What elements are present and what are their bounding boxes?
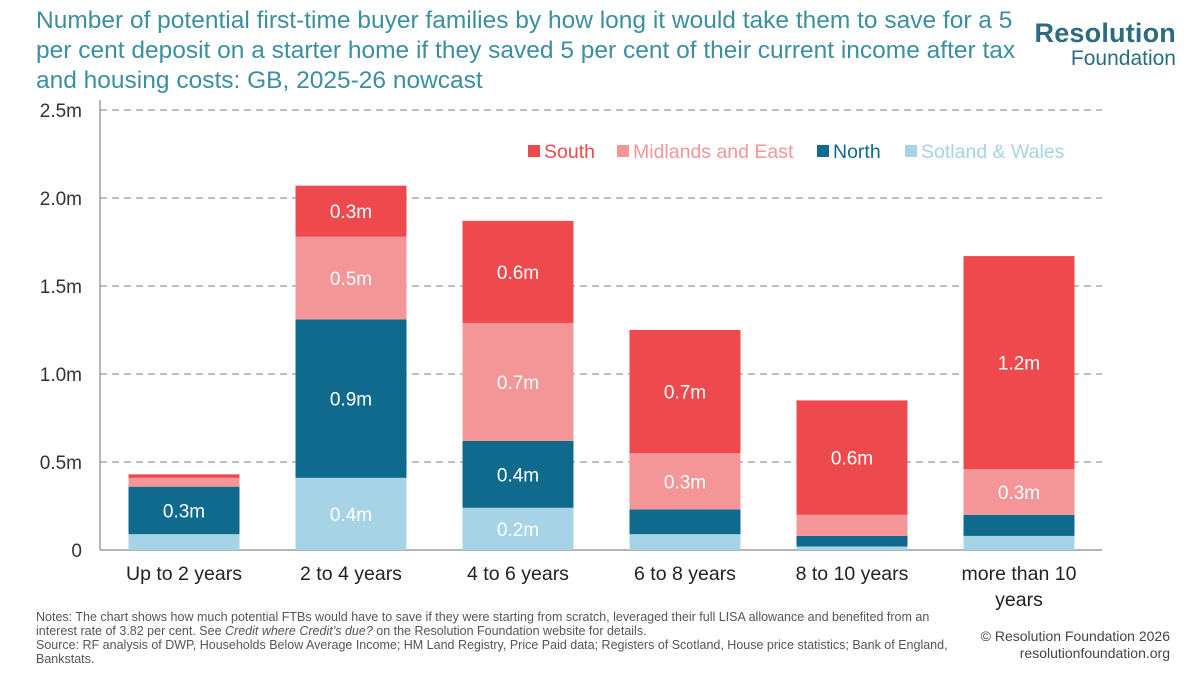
y-tick-label: 0 <box>71 541 82 562</box>
notes-line-2-pre: interest rate of 3.82 per cent. See <box>36 624 226 638</box>
stacked-bar-chart: 0 0.5m 1.0m 1.5m 2.0m 2.5m 0.3m Up to 2 years 0.… <box>40 100 1102 610</box>
data-label: 0.2m <box>497 520 539 541</box>
bar-segment <box>295 477 407 550</box>
y-tick-label: 2.0m <box>40 189 82 210</box>
resolution-foundation-logo: Resolution Foundation <box>1034 18 1177 70</box>
bar-segment <box>629 509 741 535</box>
legend-label: Midlands and East <box>633 141 794 163</box>
bar-segment <box>796 400 908 515</box>
logo-line-2: Foundation <box>1070 47 1176 70</box>
copyright-line: © Resolution Foundation 2026 <box>980 628 1170 644</box>
bar-segment <box>462 440 574 508</box>
bar-segment <box>128 477 240 487</box>
bar-segment <box>963 514 1075 536</box>
legend-label: South <box>544 141 595 163</box>
x-tick-label: 4 to 6 years <box>467 563 569 585</box>
bar-segment <box>796 546 908 550</box>
x-tick-label: 2 to 4 years <box>300 563 402 585</box>
bar-segment <box>128 486 240 535</box>
bar-segment <box>963 256 1075 470</box>
legend-swatch <box>905 145 917 157</box>
y-tick-label: 1.5m <box>40 277 82 298</box>
bar-segment <box>629 330 741 454</box>
data-label: 0.7m <box>497 373 539 394</box>
data-label: 0.9m <box>330 390 372 411</box>
bar-segment <box>295 319 407 478</box>
data-label: 0.4m <box>497 465 539 486</box>
bar-segment <box>462 220 574 323</box>
bar-segment <box>295 236 407 320</box>
bar-segment <box>629 534 741 550</box>
bar-segment <box>796 535 908 547</box>
bar-segment <box>462 507 574 550</box>
y-tick-label: 2.5m <box>40 101 82 122</box>
bar-segment <box>128 534 240 550</box>
bar-segment <box>295 185 407 237</box>
y-tick-label: 1.0m <box>40 365 82 386</box>
legend-label: Sotland & Wales <box>921 141 1065 163</box>
bar-segment <box>796 514 908 536</box>
x-tick-label: more than 10 <box>962 563 1077 585</box>
data-label: 0.5m <box>330 269 372 290</box>
x-tick-label: years <box>995 589 1043 610</box>
chart-notes: Notes: The chart shows how much potentia… <box>36 610 956 666</box>
bar-segment <box>963 469 1075 515</box>
bar-segment <box>629 453 741 510</box>
legend-swatch <box>528 145 540 157</box>
data-label: 0.6m <box>497 263 539 284</box>
legend-swatch <box>617 145 629 157</box>
y-tick-label: 0.5m <box>40 453 82 474</box>
data-label: 0.4m <box>330 505 372 526</box>
data-label: 0.7m <box>664 383 706 404</box>
legend-label: North <box>833 141 881 163</box>
x-tick-label: 8 to 10 years <box>796 563 909 585</box>
source-line-2: Bankstats. <box>36 652 95 666</box>
legend-swatch <box>817 145 829 157</box>
data-label: 0.3m <box>330 202 372 223</box>
bar-segment <box>963 535 1075 550</box>
copyright: © Resolution Foundation 2026 resolutionf… <box>981 628 1170 662</box>
bar-segment <box>462 322 574 441</box>
data-label: 0.6m <box>831 449 873 470</box>
source-line-1: Source: RF analysis of DWP, Households B… <box>36 638 948 652</box>
notes-line-1: Notes: The chart shows how much potentia… <box>36 610 930 624</box>
notes-report-title: Credit where Credit’s due? <box>225 624 373 638</box>
logo-line-1: Resolution <box>1034 18 1176 48</box>
notes-line-2: interest rate of 3.82 per cent. See Cred… <box>36 624 956 638</box>
notes-line-2-post: on the Resolution Foundation website for… <box>372 624 647 638</box>
chart-title: Number of potential first-time buyer fam… <box>36 7 1016 94</box>
website-line: resolutionfoundation.org <box>1019 645 1170 661</box>
data-label: 1.2m <box>998 354 1040 375</box>
x-tick-label: 6 to 8 years <box>634 563 736 585</box>
data-label: 0.3m <box>998 483 1040 504</box>
data-label: 0.3m <box>664 472 706 493</box>
data-label: 0.3m <box>163 501 205 522</box>
bar-segment <box>128 474 240 478</box>
x-tick-label: Up to 2 years <box>126 563 242 585</box>
